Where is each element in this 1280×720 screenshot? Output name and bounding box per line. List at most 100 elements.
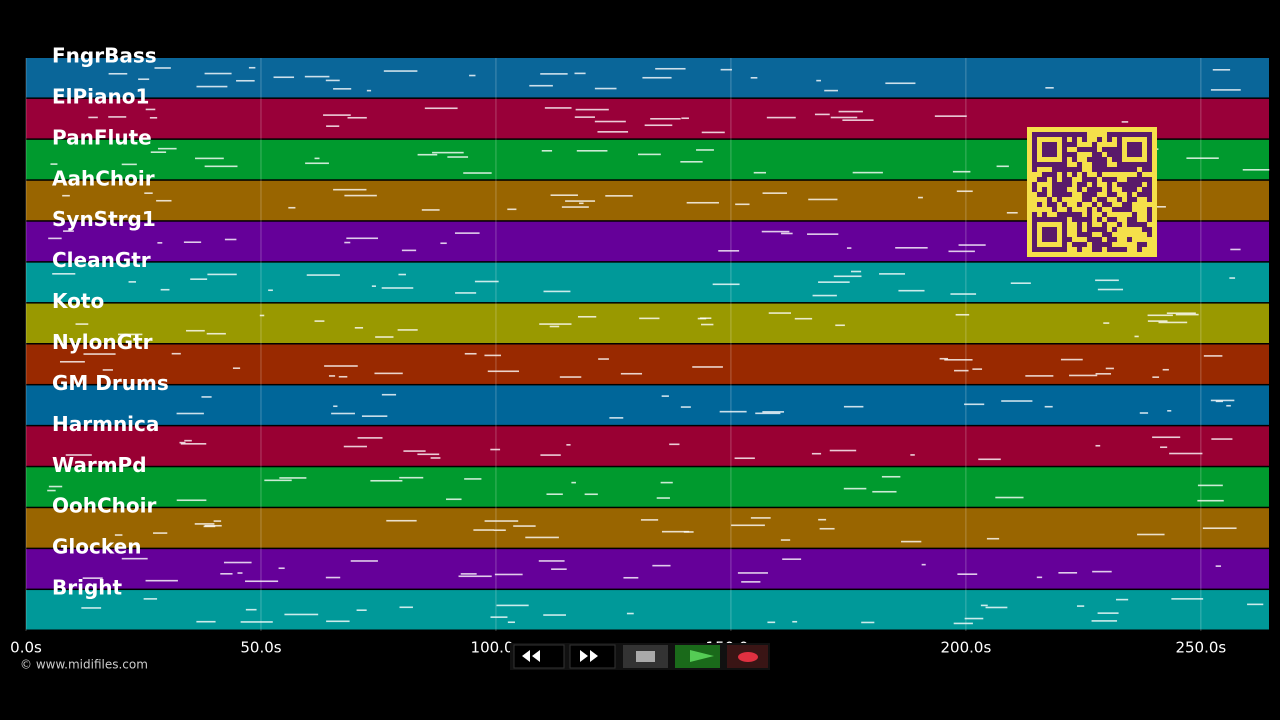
track-label: Harmnica	[52, 412, 159, 436]
qr-module	[1077, 182, 1082, 187]
note	[59, 360, 85, 363]
stop-button[interactable]	[623, 645, 668, 668]
qr-module	[1142, 222, 1147, 227]
note	[458, 575, 492, 578]
qr-module	[1062, 157, 1067, 162]
note	[818, 281, 850, 283]
note	[637, 153, 661, 156]
rewind-button[interactable]	[513, 644, 565, 669]
note	[881, 475, 901, 478]
note	[157, 242, 163, 244]
note	[121, 163, 137, 166]
qr-module	[1032, 187, 1037, 192]
qr-module	[1032, 142, 1037, 147]
note	[371, 285, 376, 287]
note	[1202, 527, 1237, 530]
note	[278, 567, 285, 570]
qr-module	[1117, 162, 1122, 167]
track-band	[26, 426, 1269, 466]
icon	[636, 651, 655, 662]
note	[245, 608, 257, 611]
note	[386, 519, 417, 522]
note	[356, 609, 367, 612]
note	[398, 273, 406, 276]
forward-button[interactable]	[569, 644, 616, 669]
record-button[interactable]	[727, 645, 768, 668]
note	[964, 617, 984, 620]
note	[331, 412, 355, 415]
qr-module	[1092, 202, 1097, 207]
track-label: CleanGtr	[52, 248, 151, 272]
qr-module	[1057, 247, 1062, 252]
play-button[interactable]	[675, 645, 720, 668]
qr-module	[1067, 132, 1072, 137]
track-band	[26, 549, 1269, 589]
qr-module	[1077, 222, 1082, 227]
note	[1134, 335, 1139, 338]
note	[978, 458, 1001, 461]
qr-module	[1032, 157, 1037, 162]
note	[895, 247, 928, 249]
note	[901, 540, 922, 543]
qr-module	[1122, 187, 1127, 192]
note	[204, 72, 232, 75]
note	[490, 448, 501, 451]
note	[814, 113, 830, 116]
note	[995, 496, 1024, 499]
note	[207, 273, 237, 276]
note	[1242, 169, 1270, 171]
qr-module	[1087, 157, 1092, 162]
qr-module	[1082, 137, 1087, 142]
note	[314, 320, 325, 322]
note	[248, 66, 256, 69]
note	[160, 288, 170, 291]
note	[639, 317, 660, 320]
note	[424, 107, 458, 110]
note	[781, 232, 793, 235]
note	[403, 450, 426, 452]
qr-module	[1052, 172, 1057, 177]
note	[325, 576, 341, 579]
note	[872, 490, 897, 493]
tick-label: 0.0s	[10, 639, 42, 657]
note	[918, 196, 923, 199]
qr-module	[1107, 232, 1112, 237]
note	[496, 604, 529, 607]
note	[1210, 399, 1235, 402]
qr-module	[1132, 142, 1137, 147]
note	[399, 476, 424, 479]
qr-module	[1057, 212, 1062, 217]
qr-module	[1032, 212, 1037, 217]
note	[794, 317, 813, 320]
qr-module	[1077, 202, 1082, 207]
note	[1095, 279, 1119, 282]
qr-module	[1042, 162, 1047, 167]
qr-module	[1112, 247, 1117, 252]
qr-module	[1042, 152, 1047, 157]
qr-module	[1137, 182, 1142, 187]
notes	[47, 66, 1270, 625]
note	[88, 116, 98, 119]
note	[464, 352, 477, 355]
track-band	[26, 262, 1269, 303]
note	[463, 172, 492, 174]
note	[584, 493, 598, 496]
qr-module	[1057, 132, 1062, 137]
qr-module	[1092, 152, 1097, 157]
qr-module	[1097, 242, 1102, 247]
note	[750, 76, 758, 79]
note	[268, 289, 273, 292]
track-label: PanFlute	[52, 125, 152, 149]
qr-module	[1037, 177, 1042, 182]
note	[661, 395, 669, 397]
qr-module	[1142, 162, 1147, 167]
note	[543, 614, 566, 616]
qr-module	[1042, 132, 1047, 137]
qr-module	[1072, 167, 1077, 172]
qr-module	[1052, 147, 1057, 152]
qr-module	[1032, 162, 1037, 167]
qr-module	[1037, 217, 1042, 222]
qr-module	[1042, 232, 1047, 237]
qr-module	[1112, 227, 1117, 232]
qr-module	[1137, 142, 1142, 147]
